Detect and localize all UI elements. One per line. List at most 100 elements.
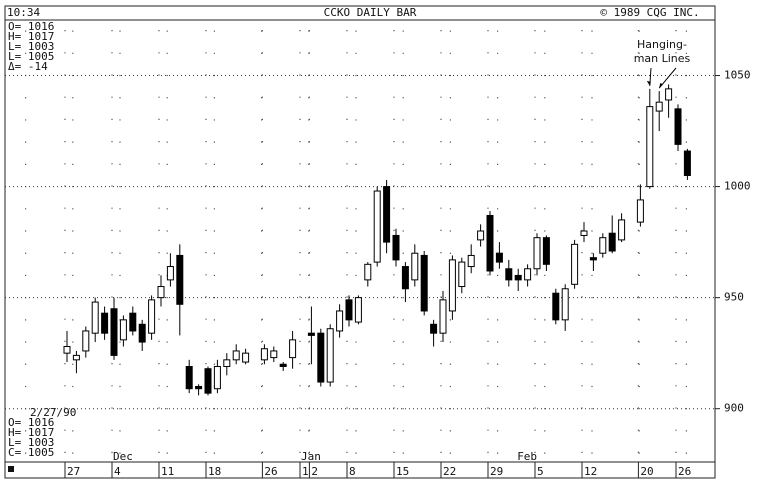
candle-body [213, 365, 221, 390]
chart-title: CCKO DAILY BAR [324, 6, 417, 19]
candle-body [185, 365, 193, 390]
candle-body [242, 352, 250, 363]
candle-body [392, 234, 400, 261]
candle-body [467, 254, 475, 268]
candle-body [542, 237, 550, 265]
x-tick-label: 20 [640, 465, 653, 478]
candle-body [430, 323, 438, 334]
candle-body [204, 368, 212, 394]
candle-body [665, 88, 673, 101]
candle-body [63, 346, 71, 354]
candle-body [279, 363, 287, 367]
x-tick-label: 5 [537, 465, 544, 478]
readout-line: 2/27/90 [30, 406, 76, 419]
candle-body [82, 330, 90, 352]
readout-line: H= 1017 [8, 30, 54, 43]
candle-body [373, 190, 381, 263]
candle-body [674, 108, 682, 145]
readout-line: O= 1016 [8, 20, 54, 33]
frame [4, 5, 716, 479]
annotation-text: man Lines [634, 52, 691, 65]
candle-body [157, 286, 165, 299]
candle-body [110, 308, 118, 356]
candle-body [345, 299, 353, 321]
candle-body [289, 339, 297, 359]
candle-body [420, 254, 428, 312]
candle-body [683, 150, 691, 176]
x-tick-label: 29 [490, 465, 503, 478]
x-tick-label: 12 [584, 465, 597, 478]
candle-body [401, 266, 409, 290]
candle-body [439, 299, 447, 334]
candle-body [618, 219, 626, 241]
candle-body [176, 254, 184, 305]
annotation-arrowhead [646, 80, 651, 86]
candle-body [589, 257, 597, 261]
candle-body [571, 243, 579, 285]
candle-body [91, 301, 99, 334]
candle-body [514, 274, 522, 281]
candle-body [505, 268, 513, 281]
x-tick-label: 27 [67, 465, 80, 478]
x-tick-label: 8 [349, 465, 356, 478]
readout-line: H= 1017 [8, 426, 54, 439]
readout-line: L= 1005 [8, 50, 54, 63]
candle-body [119, 319, 127, 341]
candle-body [317, 332, 325, 383]
candle-body [552, 292, 560, 321]
candle-body [580, 230, 588, 236]
candle-body [270, 350, 278, 359]
candle-body [195, 385, 203, 390]
annotation-arrowhead [659, 83, 664, 89]
annotation-text: Hanging- [637, 38, 687, 51]
candle-body [458, 261, 466, 288]
corner-square [8, 466, 14, 472]
candle-body [138, 323, 146, 343]
candle-body [608, 232, 616, 252]
x-tick-label: 2 [311, 465, 318, 478]
readout-line: L= 1003 [8, 40, 54, 53]
y-tick-label: 900 [724, 402, 744, 415]
candle-body [72, 354, 80, 361]
candle-body [486, 214, 494, 272]
month-label: Dec [113, 450, 133, 463]
candle-body [495, 252, 503, 263]
candle-body [383, 186, 391, 243]
y-tick-label: 1050 [724, 69, 751, 82]
candle-body [232, 350, 240, 361]
x-tick-label: 26 [678, 465, 691, 478]
candle-body [636, 199, 644, 223]
candle-body [129, 312, 137, 332]
readout-line: O= 1016 [8, 416, 54, 429]
candle-body [148, 299, 156, 334]
candle-body [599, 237, 607, 254]
clock: 10:34 [7, 6, 40, 19]
readout-line: Δ= -14 [8, 60, 48, 73]
x-tick-label: 4 [114, 465, 121, 478]
candle-body [477, 230, 485, 241]
candle-body [260, 348, 268, 361]
candle-body [336, 310, 344, 332]
x-tick-label: 26 [264, 465, 277, 478]
candle-body [354, 297, 362, 323]
candle-body [411, 252, 419, 281]
candle-body [166, 266, 174, 281]
x-tick-label: 18 [208, 465, 221, 478]
copyright: © 1989 CQG INC. [600, 6, 699, 19]
candle-body [561, 288, 569, 321]
candle-body [364, 263, 372, 281]
x-tick-label: 1 [302, 465, 309, 478]
readout-line: C= 1005 [8, 446, 54, 459]
candle-body [307, 332, 315, 336]
month-label: Feb [517, 450, 537, 463]
x-tick-label: 15 [396, 465, 409, 478]
month-label: Jan [301, 450, 321, 463]
y-tick-label: 1000 [724, 180, 751, 193]
x-tick-label: 11 [161, 465, 174, 478]
readout-line: L= 1003 [8, 436, 54, 449]
candle-body [223, 359, 231, 367]
y-tick-label: 950 [724, 291, 744, 304]
candle-body [448, 259, 456, 312]
